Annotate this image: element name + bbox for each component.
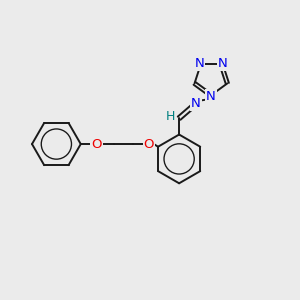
Text: N: N	[191, 97, 201, 110]
Text: N: N	[194, 57, 204, 70]
Text: N: N	[206, 90, 216, 103]
Text: N: N	[218, 57, 227, 70]
Text: O: O	[144, 138, 154, 151]
Text: O: O	[91, 138, 101, 151]
Text: H: H	[166, 110, 176, 123]
